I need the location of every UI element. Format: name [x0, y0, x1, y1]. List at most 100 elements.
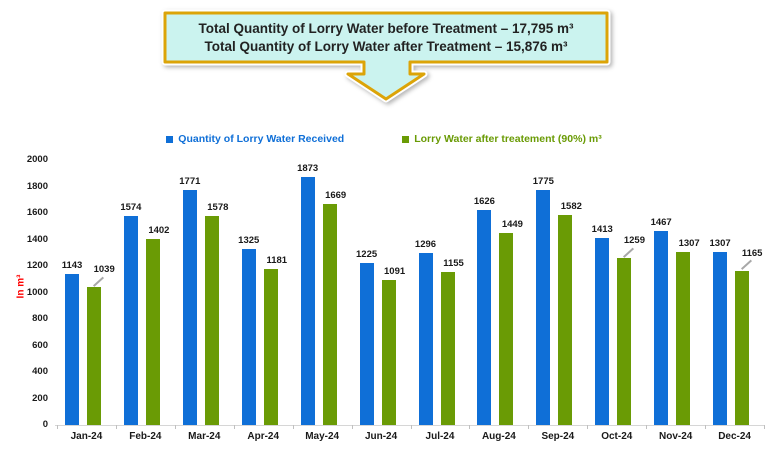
bar-label-received: 1307: [709, 237, 731, 249]
category-group: 1574 1402: [116, 160, 175, 425]
category-group: 1307 1165: [705, 160, 764, 425]
x-tick-label: Sep-24: [541, 431, 575, 442]
category-group: 1873 1669: [293, 160, 352, 425]
x-tick-label: Jan-24: [70, 431, 103, 442]
y-tick-label: 1000: [26, 286, 48, 298]
bar-label-treated: 1039: [93, 264, 115, 276]
bar-treated: [617, 258, 632, 425]
axis-tick: [469, 425, 471, 429]
bar-label-received: 1467: [650, 216, 672, 228]
bar-label-received: 1413: [591, 223, 613, 235]
bar-received: [241, 249, 256, 425]
x-axis-labels: Jan-24 Feb-24 Mar-24 Apr-24 May-24 Jun-24 Jul-…: [57, 431, 764, 442]
bar-label-treated: 1669: [325, 189, 347, 201]
bar-received: [182, 190, 197, 425]
axis-tick: [646, 425, 648, 429]
axis-tick: [764, 425, 765, 429]
category-group: 1775 1582: [528, 160, 587, 425]
bar-received: [654, 230, 669, 425]
x-tick-label: Oct-24: [601, 431, 633, 442]
category-group: 1225 1091: [352, 160, 411, 425]
y-tick-label: 200: [32, 392, 48, 404]
legend-label-received: Quantity of Lorry Water Received: [178, 133, 345, 145]
bar-treated: [499, 233, 514, 425]
axis-tick: [351, 425, 353, 429]
callout-title: Total Quantity of Lorry Water before Tre…: [165, 13, 607, 62]
x-tick-label: Mar-24: [188, 431, 221, 442]
bar-received: [713, 251, 728, 425]
bar-treated: [558, 215, 573, 425]
y-tick-label: 1200: [26, 260, 48, 271]
bar-treated: [322, 203, 337, 425]
axis-tick: [587, 425, 589, 429]
callout-line-2: Total Quantity of Lorry Water after Trea…: [204, 39, 568, 54]
bar-treated: [381, 280, 396, 425]
bar-received: [477, 209, 492, 425]
x-tick-label: Jun-24: [364, 431, 398, 442]
x-tick-label: Aug-24: [481, 431, 516, 442]
bar-label-treated: 1165: [741, 247, 763, 259]
leader-line: [623, 247, 634, 258]
category-group: 1296 1155: [411, 160, 470, 425]
legend-marker-treated-icon: [402, 135, 410, 143]
legend-marker-received-icon: [166, 135, 174, 143]
bar-label-treated: 1155: [443, 257, 464, 269]
bar-label-received: 1225: [356, 248, 378, 260]
bar-label-received: 1296: [414, 239, 437, 251]
bar-label-treated: 1402: [148, 225, 170, 237]
x-tick-label: Apr-24: [247, 431, 280, 442]
bar-received: [418, 253, 433, 425]
y-tick-label: 800: [32, 313, 48, 324]
y-tick-label: 600: [32, 339, 48, 351]
callout-line-1: Total Quantity of Lorry Water before Tre…: [198, 21, 574, 36]
bar-label-received: 1626: [473, 195, 495, 207]
bar-label-treated: 1307: [678, 237, 700, 249]
category-group: 1771 1578: [175, 160, 234, 425]
axis-tick: [233, 425, 235, 429]
bar-label-received: 1775: [532, 175, 554, 187]
x-tick-label: Jul-24: [425, 431, 455, 442]
x-tick-label: May-24: [305, 431, 340, 442]
bar-label-received: 1873: [297, 162, 319, 174]
bar-label-treated: 1582: [560, 201, 582, 213]
bar-received: [359, 262, 374, 425]
legend-item-received: Quantity of Lorry Water Received: [166, 133, 344, 145]
y-tick-label: 400: [32, 366, 48, 377]
category-group: 1325 1181: [234, 160, 293, 425]
bar-received: [123, 216, 138, 425]
category-group: 1143 1039: [57, 160, 116, 425]
y-tick-label: 0: [42, 419, 48, 430]
legend-label-treated: Lorry Water after treatement (90%) m³: [414, 133, 602, 145]
bar-label-received: 1143: [61, 259, 83, 271]
bar-label-treated: 1578: [207, 201, 229, 213]
axis-tick: [57, 425, 58, 429]
callout-shape: [163, 11, 609, 101]
bar-label-treated: 1259: [623, 235, 645, 247]
bar-label-received: 1771: [179, 176, 201, 188]
bar-treated: [735, 270, 750, 425]
y-tick-label: 1600: [26, 207, 48, 218]
axis-tick: [528, 425, 530, 429]
axis-tick: [410, 425, 412, 429]
bar-received: [595, 237, 610, 425]
axis-tick: [115, 425, 117, 429]
bar-received: [536, 189, 551, 425]
axis-tick: [174, 425, 176, 429]
bar-label-treated: 1091: [384, 266, 406, 278]
bar-label-received: 1325: [238, 235, 260, 247]
x-axis-line: [55, 425, 765, 426]
callout-arrow-box: [161, 9, 611, 103]
x-tick-label: Dec-24: [718, 431, 751, 442]
leader-line: [92, 276, 104, 287]
leader-line: [741, 259, 752, 270]
category-group: 1467 1307: [646, 160, 705, 425]
bar-treated: [145, 239, 160, 425]
bar-treated: [263, 268, 278, 425]
x-tick-label: Nov-24: [659, 431, 693, 442]
axis-tick: [292, 425, 294, 429]
bar-label-received: 1574: [120, 202, 142, 214]
bar-treated: [204, 215, 219, 425]
bar-label-treated: 1181: [266, 254, 288, 266]
category-group: 1413 1259: [587, 160, 646, 425]
